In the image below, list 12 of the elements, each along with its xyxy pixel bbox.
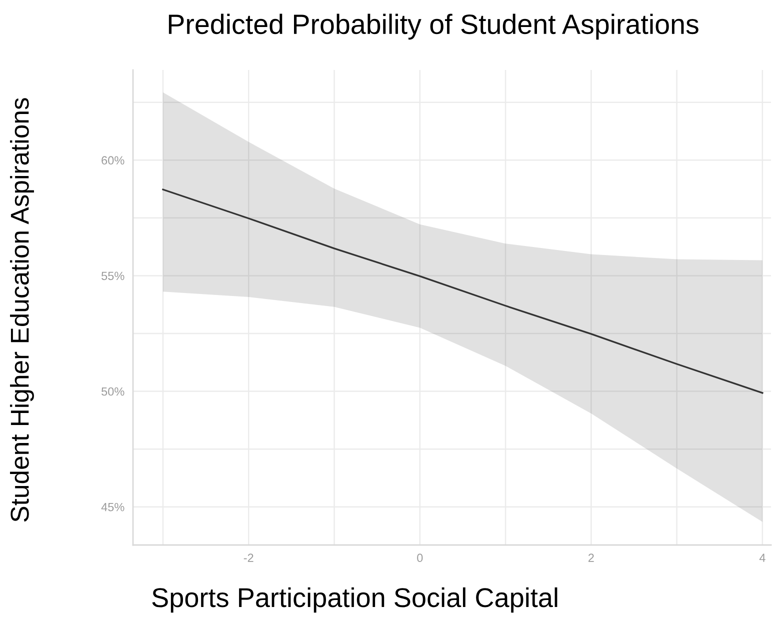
y-tick-label: 55% [102, 272, 124, 280]
y-axis-title: Student Higher Education Aspirations [10, 98, 34, 522]
y-tick-label: 60% [102, 156, 124, 165]
y-tick-label: 45% [101, 502, 124, 512]
x-tick-label: -2 [244, 554, 254, 562]
x-tick-label: 0 [417, 554, 423, 562]
x-tick-label: 4 [759, 554, 766, 562]
line-series [162, 188, 764, 394]
x-tick-label: 2 [588, 554, 594, 562]
y-tick-label: 50% [102, 387, 124, 396]
x-axis-title: Sports Participation Social Capital [152, 587, 558, 613]
chart-title: Predicted Probability of Student Aspirations [168, 14, 698, 40]
